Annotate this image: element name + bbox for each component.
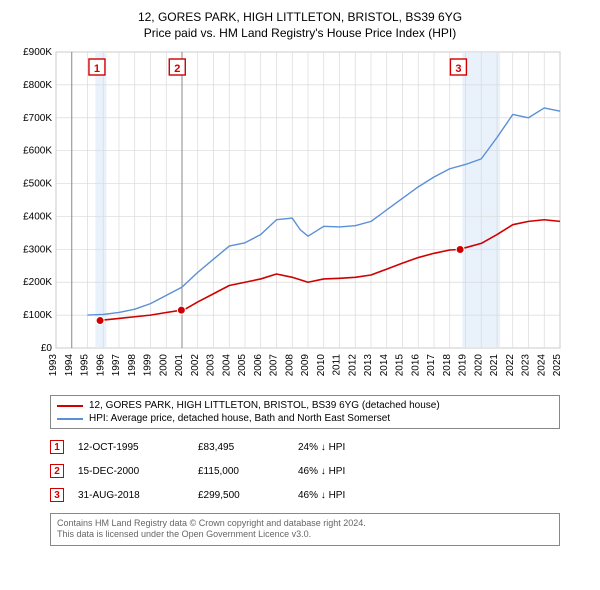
event-date: 31-AUG-2018 <box>78 490 198 501</box>
event-delta: 24% ↓ HPI <box>298 442 418 453</box>
event-row: 3 31-AUG-2018£299,50046% ↓ HPI <box>50 483 560 507</box>
svg-text:2000: 2000 <box>158 354 169 377</box>
svg-text:2015: 2015 <box>395 354 406 377</box>
event-marker: 1 <box>50 440 64 454</box>
svg-text:2013: 2013 <box>363 354 374 377</box>
event-date: 15-DEC-2000 <box>78 466 198 477</box>
event-list: 1 12-OCT-1995£83,49524% ↓ HPI 2 15-DEC-2000… <box>50 435 560 507</box>
event-date: 12-OCT-1995 <box>78 442 198 453</box>
svg-text:£900K: £900K <box>23 47 52 58</box>
chart-svg: £0 £100K £200K £300K £400K £500K £600K £700K £80… <box>10 46 570 386</box>
svg-text:2007: 2007 <box>269 354 280 377</box>
svg-text:2025: 2025 <box>552 354 563 377</box>
title-line-1: 12, GORES PARK, HIGH LITTLETON, BRISTOL,… <box>10 10 590 24</box>
svg-text:£100K: £100K <box>23 310 52 321</box>
svg-text:1: 1 <box>94 63 100 75</box>
event-marker: 3 <box>50 488 64 502</box>
svg-text:2019: 2019 <box>458 354 469 377</box>
svg-text:2: 2 <box>174 63 180 75</box>
svg-text:1998: 1998 <box>127 354 138 377</box>
legend-row: 12, GORES PARK, HIGH LITTLETON, BRISTOL,… <box>57 399 553 412</box>
event-delta: 46% ↓ HPI <box>298 466 418 477</box>
svg-text:1993: 1993 <box>48 354 59 377</box>
title-line-2: Price paid vs. HM Land Registry's House … <box>10 26 590 40</box>
chart: £0 £100K £200K £300K £400K £500K £600K £700K £80… <box>10 46 590 391</box>
svg-text:2018: 2018 <box>442 354 453 377</box>
footer-attribution: Contains HM Land Registry data © Crown c… <box>50 513 560 546</box>
svg-text:2017: 2017 <box>426 354 437 377</box>
svg-text:2003: 2003 <box>206 354 217 377</box>
svg-text:2012: 2012 <box>347 354 358 377</box>
svg-text:2021: 2021 <box>489 354 500 377</box>
svg-text:2004: 2004 <box>221 354 232 377</box>
chart-container: 12, GORES PARK, HIGH LITTLETON, BRISTOL,… <box>0 0 600 552</box>
svg-text:£500K: £500K <box>23 179 52 190</box>
svg-text:£200K: £200K <box>23 277 52 288</box>
svg-text:2023: 2023 <box>521 354 532 377</box>
legend-label: 12, GORES PARK, HIGH LITTLETON, BRISTOL,… <box>89 400 440 411</box>
legend-row: HPI: Average price, detached house, Bath… <box>57 412 553 425</box>
svg-text:£600K: £600K <box>23 146 52 157</box>
event-delta: 46% ↓ HPI <box>298 490 418 501</box>
svg-text:1997: 1997 <box>111 354 122 377</box>
footer-line-2: This data is licensed under the Open Gov… <box>57 529 553 540</box>
svg-text:3: 3 <box>455 63 461 75</box>
footer-line-1: Contains HM Land Registry data © Crown c… <box>57 518 553 529</box>
svg-text:1995: 1995 <box>80 354 91 377</box>
svg-text:2022: 2022 <box>505 354 516 377</box>
event-price: £115,000 <box>198 466 298 477</box>
legend: 12, GORES PARK, HIGH LITTLETON, BRISTOL,… <box>50 395 560 429</box>
svg-text:2010: 2010 <box>316 354 327 377</box>
svg-text:£400K: £400K <box>23 211 52 222</box>
legend-label: HPI: Average price, detached house, Bath… <box>89 413 390 424</box>
svg-text:2016: 2016 <box>410 354 421 377</box>
svg-text:2014: 2014 <box>379 354 390 377</box>
svg-text:2005: 2005 <box>237 354 248 377</box>
svg-text:£700K: £700K <box>23 113 52 124</box>
svg-text:2009: 2009 <box>300 354 311 377</box>
svg-text:1994: 1994 <box>64 354 75 377</box>
svg-text:2006: 2006 <box>253 354 264 377</box>
svg-text:2008: 2008 <box>284 354 295 377</box>
svg-text:2024: 2024 <box>536 354 547 377</box>
svg-text:2002: 2002 <box>190 354 201 377</box>
legend-swatch <box>57 405 83 407</box>
svg-text:1999: 1999 <box>143 354 154 377</box>
svg-text:2001: 2001 <box>174 354 185 377</box>
event-row: 2 15-DEC-2000£115,00046% ↓ HPI <box>50 459 560 483</box>
svg-text:£300K: £300K <box>23 244 52 255</box>
svg-text:£0: £0 <box>41 343 53 354</box>
event-price: £83,495 <box>198 442 298 453</box>
svg-text:£800K: £800K <box>23 80 52 91</box>
event-row: 1 12-OCT-1995£83,49524% ↓ HPI <box>50 435 560 459</box>
svg-text:1996: 1996 <box>95 354 106 377</box>
svg-text:2011: 2011 <box>332 354 343 376</box>
legend-swatch <box>57 418 83 420</box>
event-marker: 2 <box>50 464 64 478</box>
svg-text:2020: 2020 <box>473 354 484 377</box>
event-price: £299,500 <box>198 490 298 501</box>
